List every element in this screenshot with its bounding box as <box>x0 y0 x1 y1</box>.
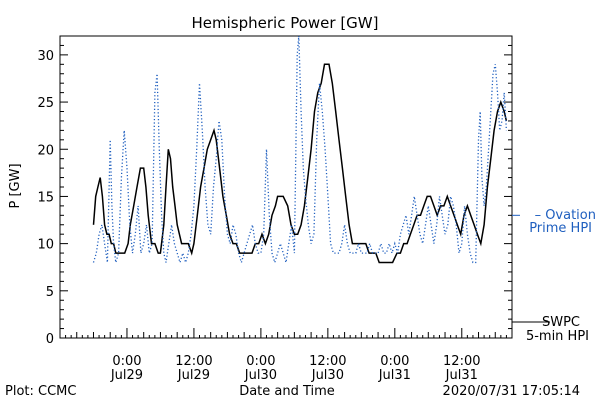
legend-swpc-line2: 5-min HPI <box>526 329 589 344</box>
x-tick-label-time: 12:00 <box>309 354 346 369</box>
y-axis-label: P [GW] <box>8 163 23 208</box>
y-tick-label: 0 <box>46 332 54 347</box>
x-tick-label-time: 0:00 <box>112 354 141 369</box>
series-line-ovation <box>92 35 508 265</box>
series-line-swpc <box>92 63 508 264</box>
legend-ovation: – Ovation Prime HPI <box>529 208 596 236</box>
y-tick-label: 15 <box>37 190 54 205</box>
x-tick-label-date: Jul29 <box>177 368 210 383</box>
legend-swpc-line1: SWPC <box>542 315 580 330</box>
x-tick-label-date: Jul30 <box>244 368 277 383</box>
x-tick-label-time: 12:00 <box>175 354 212 369</box>
y-tick-label: 5 <box>46 285 54 300</box>
x-tick-label-time: 0:00 <box>380 354 409 369</box>
legend-ovation-line1: – Ovation <box>535 208 596 223</box>
x-tick-label-date: Jul30 <box>311 368 344 383</box>
legend-swpc: SWPC 5-min HPI <box>512 315 589 344</box>
chart-title: Hemispheric Power [GW] <box>192 14 379 32</box>
y-tick-label: 20 <box>37 143 54 158</box>
y-tick-label: 30 <box>37 49 54 64</box>
x-axis-label: Date and Time <box>239 384 335 399</box>
x-tick-label-date: Jul31 <box>445 368 478 383</box>
x-tick-label-time: 12:00 <box>443 354 480 369</box>
plot-area: 0510152025300:00Jul2912:00Jul290:00Jul30… <box>37 35 520 383</box>
y-tick-label: 10 <box>37 238 54 253</box>
footer-plot-credit: Plot: CCMC <box>5 384 76 399</box>
plot-frame <box>59 35 513 339</box>
x-tick-label-date: Jul29 <box>110 368 143 383</box>
legend-ovation-line2: Prime HPI <box>529 221 592 236</box>
y-tick-label: 25 <box>37 96 54 111</box>
x-tick-label-time: 0:00 <box>246 354 275 369</box>
x-tick-label-date: Jul31 <box>378 368 411 383</box>
footer-timestamp: 2020/07/31 17:05:14 <box>443 384 580 399</box>
